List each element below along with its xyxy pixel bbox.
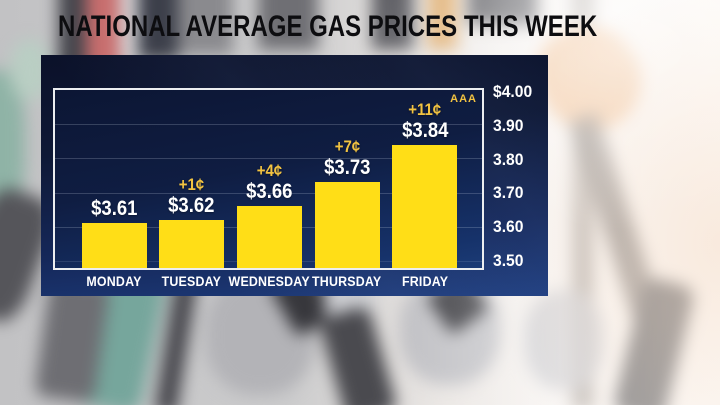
bar-change-label: +1¢: [178, 175, 205, 194]
x-category-label: MONDAY: [86, 274, 142, 289]
bar-value-label: $3.73: [323, 156, 371, 180]
bar-value-label: $3.61: [90, 197, 138, 221]
gridline: [55, 192, 482, 194]
gridline: [55, 158, 482, 160]
gridline: [55, 124, 482, 126]
page-title: NATIONAL AVERAGE GAS PRICES THIS WEEK: [58, 10, 598, 43]
plot-area: $3.61 $3.62 +1¢ $3.66 +4¢ $3.73 +7¢ $3.84 +11¢ A…: [53, 88, 484, 270]
bar-friday: [392, 144, 458, 268]
x-category-label: TUESDAY: [161, 274, 222, 289]
chart-panel: $3.61 $3.62 +1¢ $3.66 +4¢ $3.73 +7¢ $3.84 +11¢ A…: [41, 55, 548, 296]
bar-value-label: $3.66: [246, 180, 293, 204]
bar-monday: [81, 223, 147, 268]
bar-value-label: $3.62: [168, 194, 215, 217]
bar-change-label: +7¢: [334, 137, 360, 157]
bar-value-label: $3.84: [401, 118, 448, 142]
source-attribution: AAA: [450, 93, 477, 105]
y-tick-label: 3.90: [493, 115, 524, 135]
y-tick-label: 3.80: [493, 149, 524, 169]
y-tick-label: 3.50: [493, 251, 524, 270]
y-tick-label: $4.00: [493, 82, 533, 101]
bar-wednesday: [236, 206, 302, 268]
y-tick-label: 3.60: [493, 217, 524, 237]
x-category-label: FRIDAY: [401, 274, 448, 289]
y-tick-label: 3.70: [493, 183, 524, 203]
x-category-label: WEDNESDAY: [228, 274, 311, 289]
plot-inner: $3.61 $3.62 +1¢ $3.66 +4¢ $3.73 +7¢ $3.84 +11¢ A…: [55, 90, 482, 268]
bar-tuesday: [159, 220, 225, 268]
x-category-label: THURSDAY: [312, 274, 382, 289]
bar-change-label: +11¢: [408, 99, 442, 119]
bar-change-label: +4¢: [256, 161, 283, 181]
bar-thursday: [314, 182, 380, 268]
